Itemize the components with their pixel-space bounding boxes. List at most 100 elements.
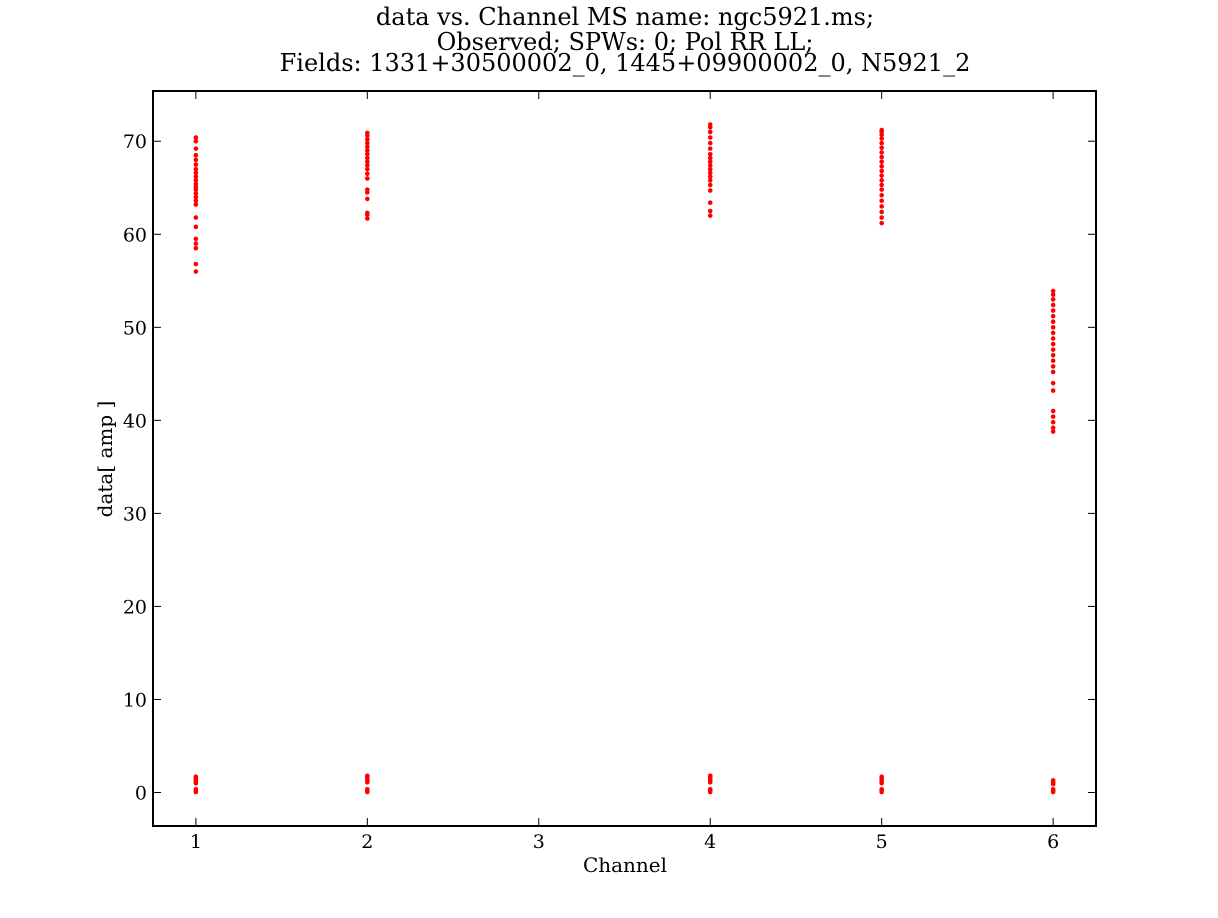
data-point [707,188,713,193]
data-point [193,174,199,179]
data-point [879,215,884,220]
data-point [365,159,370,165]
data-point [707,178,713,183]
data-point [707,155,713,161]
data-point [365,176,370,181]
data-point [193,194,199,200]
data-point [193,202,199,207]
data-point [193,135,199,140]
data-point [707,166,713,172]
data-point [879,164,884,169]
y-tick-label: 40 [123,410,147,432]
data-point [879,178,884,183]
data-point [193,181,199,187]
x-tick-label: 6 [1047,831,1059,853]
data-point [707,174,713,179]
y-tick-label: 0 [135,783,147,805]
data-point [707,182,713,188]
data-point [365,216,370,221]
data-point [1050,408,1056,414]
data-point [1050,308,1056,313]
chart-title: data vs. Channel MS name: ngc5921.ms; Ob… [280,3,971,77]
data-point [1050,786,1056,792]
data-point [879,127,884,133]
data-point [365,210,370,216]
data-point [193,236,199,242]
data-point [1050,288,1056,294]
x-tick-label: 1 [190,831,202,853]
data-point [193,162,199,167]
data-point [879,168,884,174]
data-point [707,129,713,135]
data-point [193,261,199,267]
data-point [879,145,884,151]
y-axis-label: data[ amp ] [93,401,117,518]
data-point [707,159,713,165]
data-point [193,224,199,230]
y-tick-label: 60 [123,224,147,246]
data-point [879,209,884,215]
data-point [879,140,884,146]
data-point [707,170,713,176]
data-point [365,137,370,142]
data-point [879,774,884,779]
chart-title-line-1: data vs. Channel MS name: ngc5921.ms; [376,3,874,31]
data-point [1050,347,1056,352]
data-point [365,151,370,157]
data-point [1050,336,1056,341]
data-point [193,245,199,251]
data-points [193,122,1056,795]
data-point [193,166,199,172]
x-tick-label: 5 [876,831,888,853]
data-point [365,163,370,168]
data-point [707,208,713,214]
data-point [193,215,199,220]
y-tick-label: 30 [123,503,147,525]
data-point [193,178,199,183]
x-tick-label: 2 [361,831,373,853]
data-point [365,187,370,192]
data-point [879,198,884,204]
x-tick-label: 4 [704,831,716,853]
data-point [879,154,884,160]
data-point [1050,341,1056,347]
data-point [707,151,713,157]
chart-title-line-3: Fields: 1331+30500002_0, 1445+09900002_0… [280,49,971,77]
data-point [1050,364,1056,369]
data-point [365,155,370,161]
y-tick-label: 50 [123,317,147,339]
data-point [1050,352,1056,358]
data-point [879,192,884,198]
data-point [1050,358,1056,364]
data-point [1050,297,1056,302]
data-point [193,138,199,144]
data-point [879,182,884,188]
data-point [193,157,199,163]
data-point [365,166,370,172]
data-point [879,204,884,209]
data-point [365,786,370,792]
data-point [193,146,199,151]
data-point [365,773,370,779]
data-point [707,122,713,127]
data-point [1050,302,1056,308]
data-point [879,786,884,792]
data-point [193,786,199,792]
data-point [1050,319,1056,325]
chart-title-line-2: Observed; SPWs: 0; Pol RR LL; [437,28,814,56]
data-point [879,150,884,155]
data-point [1050,313,1056,319]
data-point [193,774,199,779]
data-point [879,159,884,165]
data-point [1050,425,1056,431]
data-point [365,171,370,177]
data-point [1050,369,1056,375]
data-point [879,220,884,226]
data-point [1050,330,1056,336]
data-point [1050,325,1056,330]
data-point [193,241,199,246]
data-point [879,187,884,192]
data-point [707,213,713,218]
